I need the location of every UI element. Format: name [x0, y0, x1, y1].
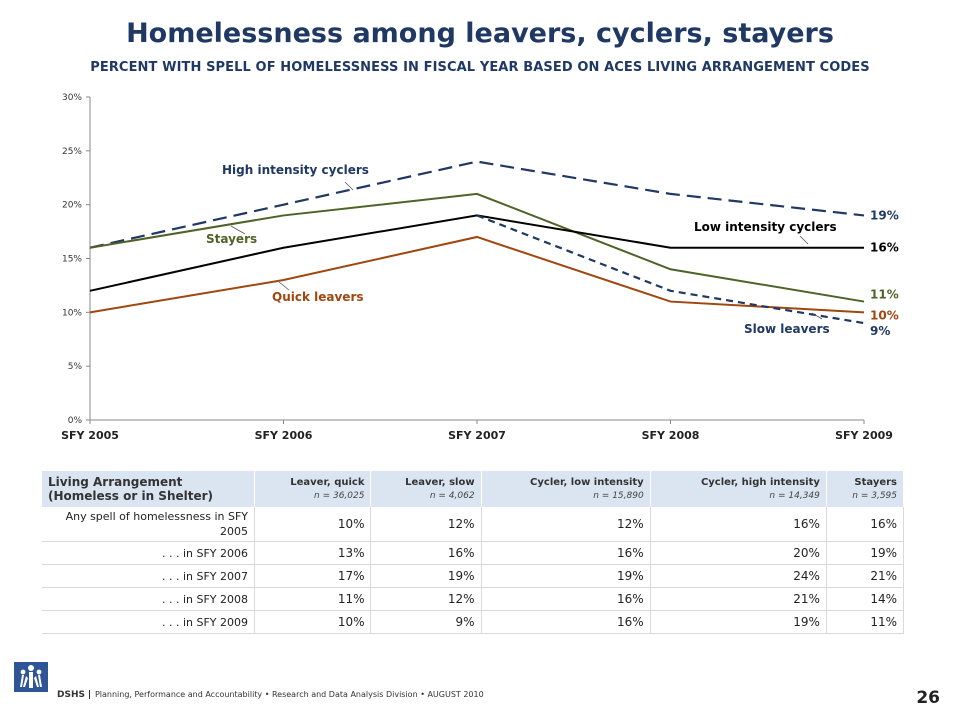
- table-cell: 16%: [650, 507, 827, 542]
- row-label: . . . in SFY 2009: [42, 610, 255, 634]
- column-n: n = 15,890: [593, 491, 644, 501]
- series-line: [89, 235, 865, 314]
- row-label: Any spell of homelessness in SFY 2005: [42, 507, 255, 542]
- x-tick-label: SFY 2007: [448, 429, 506, 442]
- table-cell: 16%: [481, 587, 651, 611]
- column-label: Cycler, high intensity: [700, 477, 820, 488]
- table-header-cell: Leaver, slow n = 4,062: [370, 471, 482, 507]
- table-row: . . . in SFY 2008 11% 12% 16% 21% 14%: [42, 587, 905, 611]
- table-cell: 11%: [254, 587, 372, 611]
- page-subtitle: PERCENT WITH SPELL OF HOMELESSNESS IN FI…: [90, 60, 870, 75]
- table-cell: 9%: [370, 610, 482, 634]
- series-line: [89, 192, 865, 303]
- table-cell: 16%: [481, 541, 651, 565]
- end-value-label: 11%: [870, 288, 899, 302]
- series-label: Slow leavers: [744, 322, 830, 336]
- series-line: [476, 214, 865, 325]
- table-cell: 16%: [826, 507, 905, 542]
- y-tick-label: 30%: [62, 93, 82, 103]
- column-label: Leaver, quick: [290, 477, 365, 488]
- table-cell: 10%: [254, 610, 372, 634]
- x-tick-label: SFY 2008: [642, 429, 700, 442]
- table-row: . . . in SFY 2006 13% 16% 16% 20% 19%: [42, 541, 905, 565]
- column-n: n = 36,025: [314, 491, 365, 501]
- series-label-leader: [811, 312, 823, 320]
- series-line: [89, 160, 865, 249]
- row-label: . . . in SFY 2008: [42, 587, 255, 611]
- table-header-cell: Stayers n = 3,595: [826, 471, 905, 507]
- table-cell: 12%: [370, 507, 482, 542]
- x-tick-label: SFY 2006: [255, 429, 313, 442]
- series-label: Low intensity cyclers: [694, 220, 837, 234]
- footer-separator: [88, 690, 90, 699]
- column-n: n = 4,062: [429, 491, 475, 501]
- end-value-label: 9%: [870, 324, 890, 338]
- table-cell: 21%: [826, 564, 905, 588]
- x-tick-label: SFY 2009: [835, 429, 893, 442]
- footer: DSHS Planning, Performance and Accountabi…: [57, 690, 484, 700]
- column-label: Stayers: [854, 477, 897, 488]
- table-cell: 24%: [650, 564, 827, 588]
- column-n: n = 3,595: [852, 491, 897, 501]
- table-cell: 12%: [370, 587, 482, 611]
- table-cell: 17%: [254, 564, 372, 588]
- column-label: Leaver, slow: [405, 477, 475, 488]
- data-table: Living Arrangement (Homeless or in Shelt…: [42, 471, 905, 634]
- y-tick-label: 20%: [62, 201, 82, 211]
- table-row: Any spell of homelessness in SFY 2005 10…: [42, 507, 905, 542]
- table-header-row: Living Arrangement (Homeless or in Shelt…: [42, 471, 905, 507]
- table-cell: 19%: [481, 564, 651, 588]
- end-value-label: 10%: [870, 308, 899, 322]
- row-label: . . . in SFY 2006: [42, 541, 255, 565]
- table-cell: 12%: [481, 507, 651, 542]
- y-tick-label: 25%: [62, 147, 82, 157]
- dshs-logo-icon: [14, 662, 48, 692]
- series-label-leader: [799, 235, 809, 245]
- page-title: Homelessness among leavers, cyclers, sta…: [126, 18, 834, 49]
- series-label: Stayers: [206, 232, 257, 246]
- table-cell: 16%: [481, 610, 651, 634]
- table-header-first: Living Arrangement (Homeless or in Shelt…: [42, 471, 255, 507]
- footer-org: DSHS: [57, 690, 85, 700]
- series-label-leader: [278, 281, 290, 291]
- series-label-leader: [230, 225, 246, 235]
- table-cell: 14%: [826, 587, 905, 611]
- page-number: 26: [916, 688, 940, 708]
- table-row: . . . in SFY 2007 17% 19% 19% 24% 21%: [42, 564, 905, 588]
- y-tick-label: 15%: [62, 255, 82, 265]
- end-value-label: 16%: [870, 241, 899, 255]
- y-tick-label: 10%: [62, 308, 82, 318]
- y-tick-label: 0%: [68, 416, 83, 426]
- line-chart: 0% 5% 10% 15% 20% 25% 30% SFY 2005 SFY 2006 SFY 2…: [61, 93, 899, 442]
- column-label: Cycler, low intensity: [530, 477, 644, 488]
- table-cell: 20%: [650, 541, 827, 565]
- column-n: n = 14,349: [769, 491, 820, 501]
- table-cell: 21%: [650, 587, 827, 611]
- table-cell: 19%: [650, 610, 827, 634]
- table-header-cell: Cycler, high intensity n = 14,349: [650, 471, 827, 507]
- series-label: High intensity cyclers: [222, 163, 369, 177]
- table-cell: 10%: [254, 507, 372, 542]
- series-label-leader: [344, 181, 354, 191]
- row-label: . . . in SFY 2007: [42, 564, 255, 588]
- table-cell: 16%: [370, 541, 482, 565]
- table-cell: 11%: [826, 610, 905, 634]
- footer-text: Planning, Performance and Accountability…: [94, 690, 484, 699]
- series-label: Quick leavers: [272, 290, 364, 304]
- x-tick-label: SFY 2005: [61, 429, 119, 442]
- table-row: . . . in SFY 2009 10% 9% 16% 19% 11%: [42, 610, 905, 634]
- end-value-label: 19%: [870, 208, 899, 222]
- y-tick-label: 5%: [68, 362, 83, 372]
- table-header-cell: Leaver, quick n = 36,025: [254, 471, 372, 507]
- table-cell: 19%: [826, 541, 905, 565]
- table-header-cell: Cycler, low intensity n = 15,890: [481, 471, 651, 507]
- table-cell: 13%: [254, 541, 372, 565]
- table-cell: 19%: [370, 564, 482, 588]
